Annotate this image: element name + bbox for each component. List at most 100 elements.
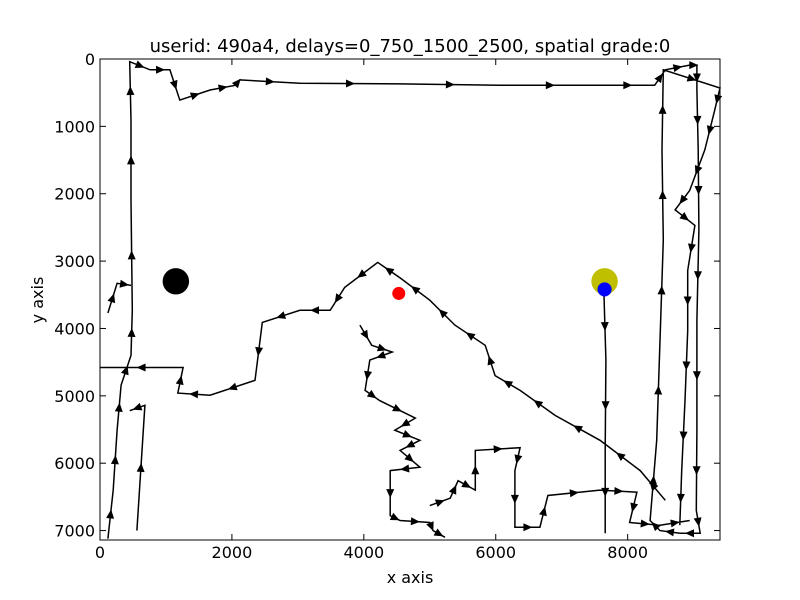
arrowhead [227,382,238,391]
arrowhead [539,506,547,517]
y-tick-label: 3000 [54,252,95,271]
arrowhead [218,84,228,93]
y-tick-label: 4000 [54,319,95,338]
arrowhead [107,293,116,304]
arrowhead [693,115,702,125]
y-tick-label: 5000 [54,387,95,406]
arrowhead [376,343,387,352]
arrowhead [714,94,723,104]
arrowhead [405,439,416,448]
marker [597,282,612,297]
arrowhead [682,361,691,371]
arrowhead [573,425,583,434]
arrowhead [471,465,480,475]
plot-frame [99,58,721,541]
arrowhead [410,517,420,526]
x-tick-label: 2000 [212,543,253,562]
arrowhead [523,523,533,532]
arrowhead [310,306,320,315]
arrowhead [345,79,355,88]
arrowhead [169,79,178,90]
arrowhead [649,475,658,485]
arrowhead [692,73,701,83]
arrowhead [683,296,692,306]
arrowhead [687,243,696,253]
arrowhead [569,489,579,498]
arrowhead [276,311,287,319]
arrowhead [404,453,414,463]
arrowhead [402,430,412,438]
arrowhead [654,73,663,84]
arrowhead [503,380,514,389]
arrowhead [601,401,610,411]
arrowhead [364,370,373,381]
arrowhead [360,329,369,340]
y-axis-label: y axis [28,277,47,324]
arrowhead [630,502,639,513]
arrowhead [136,462,145,473]
arrowhead [676,493,685,503]
arrowhead [134,60,145,68]
arrowhead [510,494,519,504]
arrowhead [614,486,624,495]
arrowhead [433,528,444,537]
arrowhead [692,371,701,381]
arrowhead [514,454,523,465]
arrowhead [693,271,702,281]
arrowhead [601,487,610,497]
arrowhead [658,190,667,200]
arrowhead [649,481,659,492]
arrowhead [366,389,377,399]
arrowhead [616,452,626,462]
arrowhead [126,86,135,96]
arrowhead [392,403,402,412]
arrowhead [357,269,367,278]
arrowhead [600,321,609,332]
arrowhead [389,512,400,521]
x-tick-label: 6000 [475,543,516,562]
arrowhead [664,528,675,537]
arrowhead [679,431,688,441]
arrowhead [706,125,715,135]
arrowhead [410,286,421,295]
arrowhead [127,327,136,337]
y-tick-label: 0 [85,50,95,69]
arrowhead [533,400,544,409]
arrowhead [670,519,680,528]
arrowhead [693,517,702,527]
arrowhead [654,385,663,395]
marker [392,286,406,300]
arrowhead [679,194,689,205]
trajectory [100,60,721,539]
y-tick-label: 7000 [54,522,95,541]
arrowhead [386,489,395,499]
arrowhead [689,61,699,70]
arrowhead [493,445,503,454]
y-tick-label: 1000 [54,117,95,136]
arrowhead [684,529,694,538]
arrowhead [434,499,445,508]
arrowhead [545,81,555,90]
arrowhead [400,418,411,427]
chart-title: userid: 490a4, delays=0_750_1500_2500, s… [150,36,671,57]
marker [162,268,190,295]
arrowhead [127,250,136,260]
arrowhead [692,466,701,476]
arrowhead [114,402,123,412]
arrowhead [175,375,184,386]
arrowhead [119,279,130,288]
arrowhead [672,64,683,73]
arrowhead [461,480,472,488]
x-tick-label: 0 [95,543,105,562]
arrowhead [127,155,135,165]
x-tick-label: 4000 [343,543,384,562]
arrowhead [448,484,457,495]
arrowhead [120,365,129,376]
arrowhead [384,267,395,276]
arrowhead [255,346,264,357]
arrowhead [445,80,455,89]
arrowhead [487,355,496,366]
arrowhead [110,455,119,465]
